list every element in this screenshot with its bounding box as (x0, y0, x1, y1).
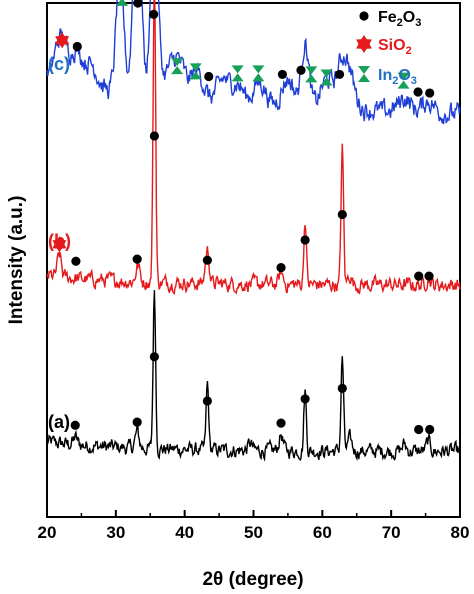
series-label: (b) (48, 231, 71, 251)
in2o3-marker (358, 66, 370, 82)
in2o3-marker (231, 65, 244, 82)
fe2o3-marker (133, 0, 143, 8)
fe2o3-marker (72, 41, 82, 52)
x-tick-label: 50 (244, 523, 263, 542)
series-b: (b) (46, 0, 461, 295)
fe2o3-marker (132, 254, 142, 264)
series-label: (c) (48, 54, 70, 74)
fe2o3-marker (149, 9, 159, 19)
in2o3-marker (116, 0, 129, 6)
fe2o3-marker (149, 131, 159, 141)
fe2o3-marker (413, 87, 423, 97)
fe2o3-marker (334, 69, 345, 80)
x-axis-title: 2θ (degree) (202, 569, 303, 590)
fe2o3-marker (425, 88, 435, 98)
in2o3-marker (252, 65, 265, 82)
series-c: (c) (46, 0, 461, 125)
fe2o3-marker (425, 424, 435, 435)
fe2o3-marker (337, 209, 347, 220)
fe2o3-marker (277, 69, 288, 80)
fe2o3-marker (202, 255, 212, 265)
fe2o3-marker (71, 256, 81, 266)
xrd-pattern-line (46, 290, 461, 462)
x-tick-label: 40 (175, 523, 194, 542)
sio2-marker (356, 35, 372, 53)
fe2o3-marker (70, 420, 80, 430)
legend-entry: Fe2O3 (378, 9, 421, 29)
series-a: (a) (46, 290, 461, 462)
fe2o3-marker (202, 396, 212, 406)
series-group: (a) (b) (c) (46, 0, 461, 462)
series-label: (a) (48, 412, 70, 432)
xrd-pattern-line (46, 0, 461, 125)
fe2o3-marker (300, 394, 310, 404)
legend: Fe2O3 SiO2 In2O3 (356, 9, 421, 87)
x-axis-ticks: 20 30 40 50 60 70 80 (38, 510, 470, 542)
fe2o3-marker (414, 424, 424, 435)
in2o3-marker (320, 69, 333, 86)
fe2o3-marker (276, 418, 286, 428)
fe2o3-marker (359, 11, 369, 21)
fe2o3-marker (414, 271, 424, 281)
x-tick-label: 30 (106, 523, 125, 542)
fe2o3-marker (204, 71, 214, 82)
sio2-marker (55, 32, 70, 49)
x-tick-label: 70 (382, 523, 401, 542)
sio2-marker (52, 236, 67, 253)
in2o3-marker (189, 63, 202, 80)
legend-entry: In2O3 (378, 67, 417, 87)
fe2o3-marker (132, 417, 142, 427)
legend-entry: SiO2 (378, 37, 412, 57)
fe2o3-marker (276, 263, 286, 273)
fe2o3-marker (337, 383, 347, 393)
x-tick-label: 20 (38, 523, 57, 542)
in2o3-marker (397, 72, 410, 89)
y-axis-title: Intensity (a.u.) (6, 196, 27, 325)
in2o3-marker (171, 58, 184, 75)
fe2o3-marker (296, 65, 306, 75)
xrd-pattern-line (46, 0, 461, 295)
x-tick-label: 60 (313, 523, 332, 542)
fe2o3-marker (424, 271, 434, 281)
in2o3-marker (305, 66, 318, 83)
x-tick-label: 80 (451, 523, 470, 542)
fe2o3-marker (300, 235, 310, 245)
fe2o3-marker (149, 352, 159, 362)
